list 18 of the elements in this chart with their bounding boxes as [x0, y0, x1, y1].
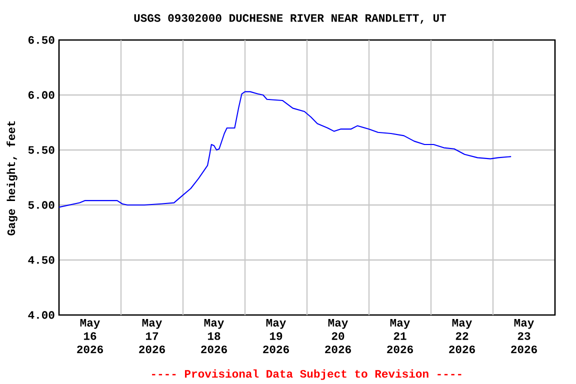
x-tick-label: May 23 2026: [511, 319, 537, 354]
line-series: [59, 91, 512, 208]
x-tick-label: May 20 2026: [325, 319, 351, 354]
x-tick-label: May 19 2026: [263, 319, 289, 354]
x-tick-label: May 22 2026: [449, 319, 475, 354]
y-tick-label: 5.00: [28, 201, 54, 209]
x-tick-label: May 17 2026: [139, 319, 165, 354]
y-tick-label: 4.00: [28, 311, 54, 319]
text: ---- Provisional Data Subject to Revision ----: [152, 369, 462, 380]
y-tick-label: 5.50: [28, 146, 54, 154]
x-tick-label: May 18 2026: [201, 319, 227, 354]
x-tick-label: May 21 2026: [387, 319, 413, 354]
chart-title: USGS 09302000 DUCHESNE RIVER NEAR RANDLETT, UT: [134, 14, 446, 24]
y-tick-label: 6.50: [28, 36, 54, 44]
x-tick-label: May 16 2026: [77, 319, 103, 354]
y-axis-title: Gage height, feet: [6, 121, 18, 236]
y-tick-label: 6.00: [28, 91, 54, 99]
y-tick-label: 4.50: [28, 256, 54, 264]
